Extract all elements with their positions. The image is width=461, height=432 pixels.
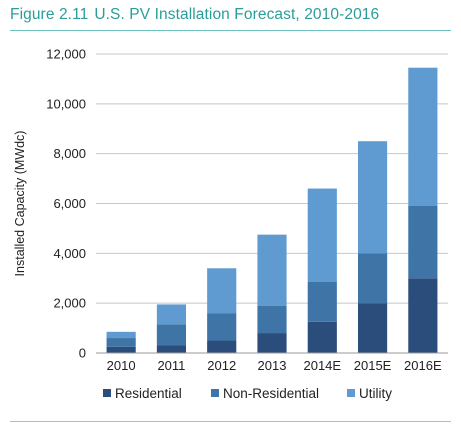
bars <box>106 67 438 353</box>
figure-title: Figure 2.11 U.S. PV Installation Forecast… <box>10 6 379 24</box>
bar-segment-non-residential <box>207 313 237 341</box>
legend-swatch <box>103 389 111 397</box>
bar-segment-utility <box>207 268 237 314</box>
x-tick-label: 2014E <box>303 358 341 373</box>
bar-segment-residential <box>257 333 287 353</box>
bar-segment-utility <box>408 67 438 206</box>
bar-segment-utility <box>257 234 287 306</box>
bar-segment-non-residential <box>156 324 187 346</box>
bar-segment-utility <box>156 304 187 325</box>
bar-segment-residential <box>408 278 438 353</box>
bar-segment-utility <box>357 141 388 254</box>
y-tick-label: 4,000 <box>53 246 86 261</box>
legend-label: Utility <box>359 386 392 401</box>
y-tick-label: 12,000 <box>46 47 86 62</box>
figure-number: Figure 2.11 <box>10 6 89 23</box>
bar-segment-non-residential <box>307 281 337 322</box>
x-tick-label: 2010 <box>107 358 136 373</box>
legend-swatch <box>347 389 355 397</box>
bar-segment-residential <box>357 303 388 353</box>
x-tick-label: 2011 <box>157 358 185 373</box>
y-tick-label: 2,000 <box>53 296 86 311</box>
bar-segment-residential <box>207 340 237 353</box>
x-axis-ticks: 2010 2011 2012 2013 2014E 2015E 2016E <box>107 358 442 373</box>
bar-segment-non-residential <box>257 305 287 334</box>
legend-label: Non-Residential <box>223 386 319 401</box>
legend-item: Utility <box>347 386 392 401</box>
legend-swatch <box>211 389 219 397</box>
bar-segment-non-residential <box>106 338 136 347</box>
title-divider <box>10 30 451 31</box>
y-tick-label: 6,000 <box>53 196 86 211</box>
legend-item: Non-Residential <box>211 386 319 401</box>
legend-item: Residential <box>103 386 182 401</box>
x-tick-label: 2016E <box>404 358 442 373</box>
y-tick-label: 10,000 <box>46 96 86 111</box>
bar-segment-utility <box>307 188 337 282</box>
bar-segment-residential <box>106 346 136 353</box>
legend: Residential Non-Residential Utility <box>103 386 392 401</box>
y-axis-ticks: 0 2,000 4,000 6,000 8,000 10,000 12,000 <box>46 47 86 361</box>
bar-segment-residential <box>156 345 187 353</box>
bar-segment-utility <box>106 331 136 339</box>
bar-segment-non-residential <box>408 205 438 279</box>
bottom-divider <box>10 421 451 422</box>
bar-segment-non-residential <box>357 253 388 304</box>
bar-segment-residential <box>307 321 337 353</box>
legend-label: Residential <box>115 386 182 401</box>
y-tick-label: 0 <box>79 346 86 361</box>
x-tick-label: 2013 <box>258 358 287 373</box>
figure-title-text: U.S. PV Installation Forecast, 2010-2016 <box>94 6 380 23</box>
y-axis-title: Installed Capacity (MWdc) <box>13 131 27 277</box>
x-tick-label: 2012 <box>207 358 236 373</box>
x-tick-label: 2015E <box>354 358 392 373</box>
y-tick-label: 8,000 <box>53 146 86 161</box>
